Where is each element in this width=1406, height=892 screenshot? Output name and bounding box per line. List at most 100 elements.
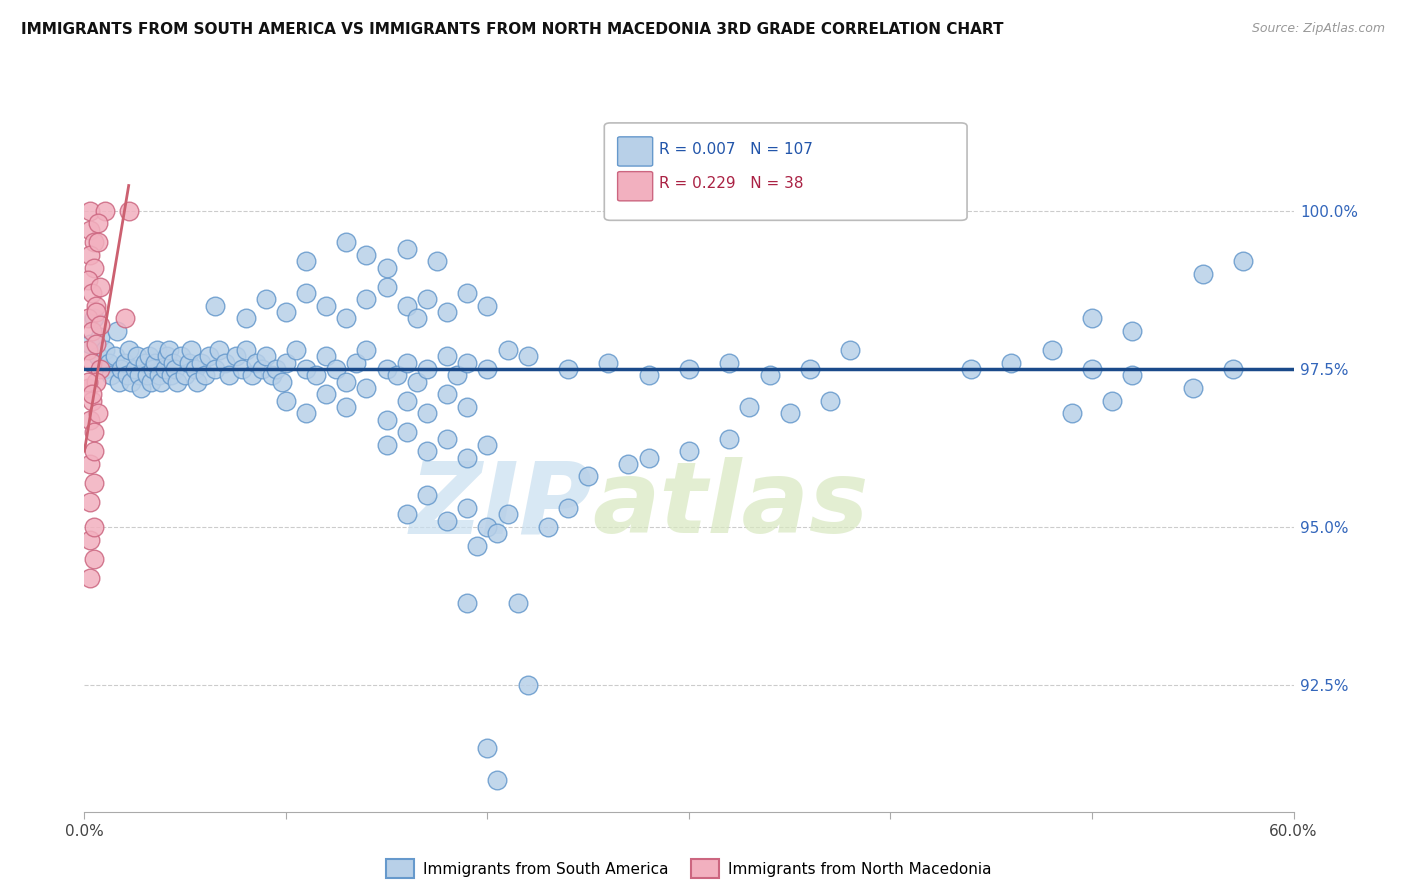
Point xyxy=(87,406,110,420)
Point xyxy=(79,457,101,471)
Point xyxy=(186,375,208,389)
Point xyxy=(1040,343,1063,357)
Point xyxy=(134,356,156,370)
Point xyxy=(89,330,111,344)
Point xyxy=(758,368,780,383)
Point xyxy=(82,387,104,401)
Point xyxy=(157,343,180,357)
Point xyxy=(89,362,111,376)
Point xyxy=(446,368,468,383)
Point xyxy=(146,343,169,357)
Legend: Immigrants from South America, Immigrants from North Macedonia: Immigrants from South America, Immigrant… xyxy=(380,854,998,884)
Point xyxy=(79,248,101,262)
Point xyxy=(180,343,202,357)
Point xyxy=(356,248,378,262)
Point xyxy=(79,203,101,218)
Point xyxy=(416,444,439,458)
Point xyxy=(285,343,308,357)
Point xyxy=(87,235,110,250)
Point xyxy=(738,400,761,414)
Point xyxy=(77,311,100,326)
Point xyxy=(83,260,105,275)
Point xyxy=(86,299,108,313)
Point xyxy=(120,375,142,389)
Point xyxy=(477,438,499,452)
Point xyxy=(174,368,197,383)
Point xyxy=(416,406,439,420)
Point xyxy=(779,406,801,420)
Point xyxy=(83,425,105,440)
Point xyxy=(467,539,489,553)
Text: ZIP: ZIP xyxy=(409,457,592,554)
Point xyxy=(79,533,101,547)
Point xyxy=(231,362,253,376)
Point xyxy=(235,343,257,357)
Point xyxy=(426,254,449,268)
Point xyxy=(198,349,221,363)
Point xyxy=(557,501,579,516)
Point xyxy=(77,375,100,389)
Point xyxy=(149,375,172,389)
Text: atlas: atlas xyxy=(592,457,869,554)
Point xyxy=(1000,356,1022,370)
Point xyxy=(165,362,187,376)
Point xyxy=(86,336,108,351)
Point xyxy=(1181,381,1204,395)
Point xyxy=(105,324,128,338)
Point xyxy=(456,356,478,370)
Point xyxy=(436,305,458,319)
Point xyxy=(138,349,160,363)
Point xyxy=(79,495,101,509)
Point xyxy=(87,349,110,363)
Point xyxy=(83,475,105,490)
Point xyxy=(395,508,418,522)
Point xyxy=(436,514,458,528)
Point xyxy=(77,343,100,357)
Text: Source: ZipAtlas.com: Source: ZipAtlas.com xyxy=(1251,22,1385,36)
Point xyxy=(315,299,337,313)
Point xyxy=(395,242,418,256)
Point xyxy=(1060,406,1083,420)
Text: R = 0.229   N = 38: R = 0.229 N = 38 xyxy=(659,177,803,192)
Point xyxy=(1081,311,1104,326)
Point xyxy=(254,293,277,307)
Point xyxy=(678,444,700,458)
Point xyxy=(77,381,100,395)
Point xyxy=(89,318,111,332)
Point xyxy=(160,368,183,383)
Point xyxy=(496,508,519,522)
Point xyxy=(264,362,287,376)
Point xyxy=(617,457,640,471)
Point xyxy=(356,293,378,307)
Point xyxy=(385,368,408,383)
Point xyxy=(118,203,141,218)
Point xyxy=(960,362,983,376)
Point xyxy=(135,368,157,383)
Point xyxy=(118,343,141,357)
Point xyxy=(190,356,212,370)
Point xyxy=(89,279,111,293)
Point xyxy=(79,571,101,585)
Point xyxy=(477,362,499,376)
Point xyxy=(82,356,104,370)
Point xyxy=(83,551,105,566)
Point xyxy=(87,217,110,231)
Point xyxy=(274,305,297,319)
Point xyxy=(486,773,509,788)
Point xyxy=(153,362,176,376)
Point xyxy=(83,520,105,534)
Point xyxy=(86,305,108,319)
Point xyxy=(225,349,247,363)
Point xyxy=(194,368,217,383)
Point xyxy=(335,235,357,250)
Point xyxy=(107,375,129,389)
Point xyxy=(678,362,700,376)
Point xyxy=(1081,362,1104,376)
Point xyxy=(718,432,741,446)
Point xyxy=(1222,362,1244,376)
Point xyxy=(335,400,357,414)
Point xyxy=(114,356,136,370)
Text: IMMIGRANTS FROM SOUTH AMERICA VS IMMIGRANTS FROM NORTH MACEDONIA 3RD GRADE CORRE: IMMIGRANTS FROM SOUTH AMERICA VS IMMIGRA… xyxy=(21,22,1004,37)
Point xyxy=(148,368,170,383)
Point xyxy=(557,362,579,376)
